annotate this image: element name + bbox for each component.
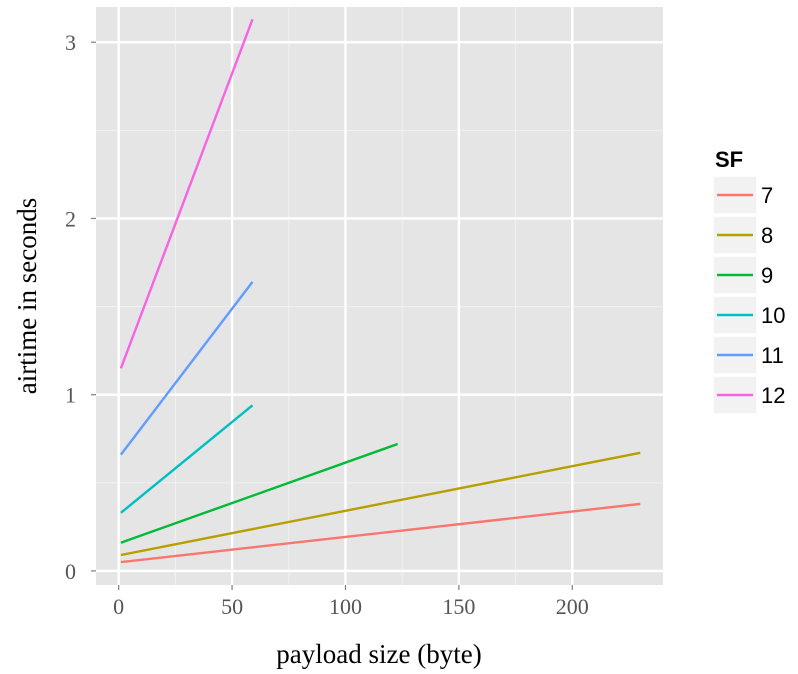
legend-label: 8 [761,223,773,248]
x-tick-label: 50 [221,594,243,619]
plot-panel [96,7,663,585]
x-axis-title: payload size (byte) [276,639,481,669]
y-axis-ticks: 0 1 2 3 [65,30,96,584]
y-tick-label: 3 [65,30,76,55]
series-line-sf-10 [120,404,254,514]
series-line-sf-9 [120,442,399,544]
series-line-sf-8 [120,451,641,557]
series-lines [119,18,641,564]
x-axis-ticks: 0 50 100 150 200 [113,585,589,619]
series-line-sf-7 [120,502,641,564]
series-line-sf-12 [119,18,254,369]
legend-label: 10 [761,303,785,328]
legend-label: 7 [761,183,773,208]
legend: SF 7 8 9 10 11 12 [712,147,785,415]
x-tick-label: 150 [442,594,475,619]
grid [96,7,663,585]
y-axis-title: airtime in seconds [12,198,42,394]
y-tick-label: 1 [65,383,76,408]
x-tick-label: 200 [556,594,589,619]
x-tick-label: 0 [113,594,124,619]
legend-title: SF [715,147,743,172]
series-line-sf-11 [119,281,254,456]
y-tick-label: 0 [65,559,76,584]
legend-label: 11 [761,343,784,368]
x-tick-label: 100 [329,594,362,619]
y-tick-label: 2 [65,206,76,231]
legend-label: 9 [761,263,773,288]
legend-label: 12 [761,383,785,408]
